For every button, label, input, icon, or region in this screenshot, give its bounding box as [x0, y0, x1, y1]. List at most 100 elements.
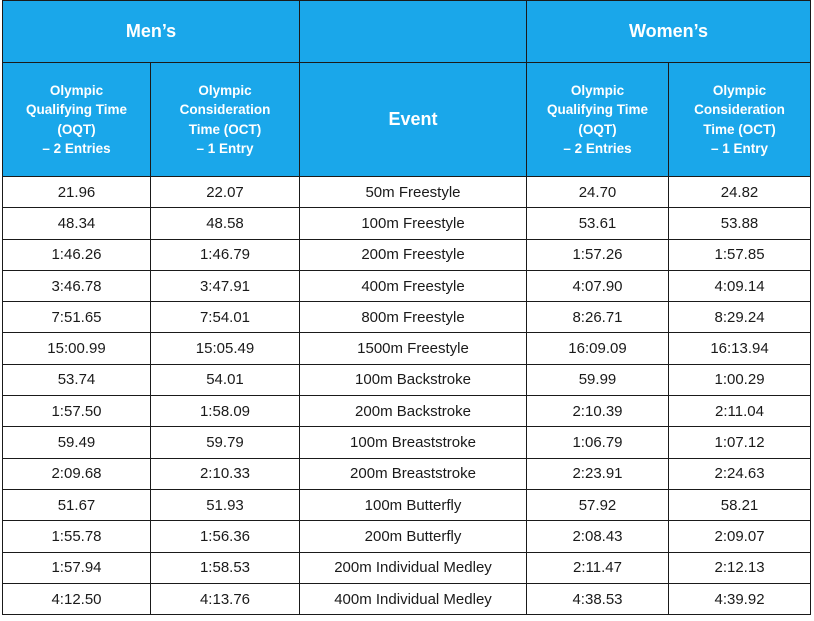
womens-oqt-cell: 2:08.43: [526, 520, 669, 553]
mens-oct-cell: 3:47.91: [150, 269, 300, 303]
table-row: 7:51.65 7:54.01 800m Freestyle 8:26.71 8:29.…: [2, 301, 812, 334]
header-line: Olympic: [49, 82, 104, 98]
mens-oqt-cell: 1:55.78: [2, 520, 151, 553]
header-line: (OQT): [578, 121, 617, 137]
event-cell: 100m Breaststroke: [299, 426, 527, 459]
womens-header: Women’s: [525, 0, 812, 63]
header-line: Qualifying Time: [546, 102, 649, 117]
womens-oct-cell: 24.82: [667, 175, 812, 209]
event-cell: 200m Backstroke: [299, 395, 527, 428]
header-line: Olympic: [198, 82, 252, 98]
womens-oct-cell: 4:09.14: [667, 269, 812, 303]
table-row: 59.49 59.79 100m Breaststroke 1:06.79 1:07.1…: [2, 426, 812, 459]
header-line: – 1 Entry: [196, 141, 254, 156]
event-cell: 400m Individual Medley: [299, 582, 527, 616]
event-cell: 100m Freestyle: [299, 207, 527, 240]
womens-oct-cell: 1:57.85: [667, 238, 812, 271]
event-cell: 400m Freestyle: [299, 269, 527, 303]
womens-oqt-cell: 59.99: [526, 363, 669, 397]
table-body: 21.96 22.07 50m Freestyle 24.70 24.82 48.34 48…: [2, 175, 812, 616]
mens-oct-cell: 15:05.49: [150, 332, 300, 365]
womens-oqt-cell: 24.70: [526, 175, 669, 209]
womens-oqt-cell: 16:09.09: [526, 332, 669, 365]
mens-oqt-cell: 1:46.26: [2, 238, 151, 271]
mens-oqt-cell: 48.34: [2, 207, 151, 240]
mens-oct-cell: 1:56.36: [150, 520, 300, 553]
event-group-spacer: [299, 0, 527, 63]
table-row: 1:55.78 1:56.36 200m Butterfly 2:08.43 2:09.…: [2, 520, 812, 553]
mens-oct-cell: 48.58: [150, 207, 300, 240]
event-cell: 200m Butterfly: [299, 520, 527, 553]
womens-oct-cell: 2:12.13: [667, 551, 812, 584]
mens-oct-cell: 1:46.79: [150, 238, 300, 271]
header-line: – 2 Entries: [563, 141, 632, 156]
col-header-event: Event: [299, 62, 527, 177]
womens-oqt-cell: 8:26.71: [526, 301, 669, 334]
mens-oqt-cell: 4:12.50: [2, 582, 151, 616]
womens-oqt-cell: 2:11.47: [526, 551, 669, 584]
table-row: 4:12.50 4:13.76 400m Individual Medley 4:38…: [2, 582, 812, 616]
table-row: 2:09.68 2:10.33 200m Breaststroke 2:23.91 2:…: [2, 457, 812, 490]
womens-oqt-cell: 57.92: [526, 488, 669, 522]
header-line: Consideration: [179, 102, 271, 117]
header-line: (OQT): [57, 121, 96, 137]
header-line: Olympic: [570, 82, 625, 98]
mens-oct-cell: 59.79: [150, 426, 300, 459]
mens-oct-cell: 2:10.33: [150, 457, 300, 490]
event-cell: 200m Freestyle: [299, 238, 527, 271]
table-row: 21.96 22.07 50m Freestyle 24.70 24.82: [2, 175, 812, 209]
col-header-womens-oct: Olympic Consideration Time (OCT) – 1 Ent…: [667, 62, 812, 177]
header-line: Event: [388, 108, 438, 129]
womens-oct-cell: 8:29.24: [667, 301, 812, 334]
table-row: 3:46.78 3:47.91 400m Freestyle 4:07.90 4:09.…: [2, 269, 812, 303]
event-cell: 800m Freestyle: [299, 301, 527, 334]
womens-oqt-cell: 2:23.91: [526, 457, 669, 490]
table-row: 53.74 54.01 100m Backstroke 59.99 1:00.29: [2, 363, 812, 397]
mens-oct-cell: 4:13.76: [150, 582, 300, 616]
mens-header: Men’s: [2, 0, 300, 63]
mens-oqt-cell: 1:57.50: [2, 395, 151, 428]
mens-oqt-cell: 1:57.94: [2, 551, 151, 584]
mens-oqt-cell: 7:51.65: [2, 301, 151, 334]
mens-oct-cell: 54.01: [150, 363, 300, 397]
table-row: 15:00.99 15:05.49 1500m Freestyle 16:09.09 1…: [2, 332, 812, 365]
mens-oqt-cell: 59.49: [2, 426, 151, 459]
header-line: – 1 Entry: [710, 141, 769, 156]
header-line: Consideration: [694, 102, 785, 117]
table-row: 1:46.26 1:46.79 200m Freestyle 1:57.26 1:57.…: [2, 238, 812, 271]
mens-oqt-cell: 15:00.99: [2, 332, 151, 365]
mens-oct-cell: 1:58.09: [150, 395, 300, 428]
event-cell: 100m Butterfly: [299, 488, 527, 522]
table-row: 51.67 51.93 100m Butterfly 57.92 58.21: [2, 488, 812, 522]
table-row: 1:57.94 1:58.53 200m Individual Medley 2:11…: [2, 551, 812, 584]
table-header: Men’s Women’s Olympic Qualifying Time (O…: [2, 0, 812, 177]
header-line: – 2 Entries: [42, 141, 111, 156]
event-cell: 100m Backstroke: [299, 363, 527, 397]
event-cell: 1500m Freestyle: [299, 332, 527, 365]
mens-oqt-cell: 2:09.68: [2, 457, 151, 490]
womens-oct-cell: 4:39.92: [667, 582, 812, 616]
event-cell: 200m Individual Medley: [299, 551, 527, 584]
womens-oqt-cell: 1:06.79: [526, 426, 669, 459]
col-header-mens-oqt: Olympic Qualifying Time (OQT) – 2 Entrie…: [2, 62, 151, 177]
womens-oct-cell: 1:00.29: [667, 363, 812, 397]
col-header-mens-oct: Olympic Consideration Time (OCT) – 1 Ent…: [150, 62, 300, 177]
womens-oct-cell: 2:24.63: [667, 457, 812, 490]
womens-oct-cell: 16:13.94: [667, 332, 812, 365]
mens-oqt-cell: 21.96: [2, 175, 151, 209]
womens-oqt-cell: 4:38.53: [526, 582, 669, 616]
womens-oqt-cell: 1:57.26: [526, 238, 669, 271]
womens-oqt-cell: 53.61: [526, 207, 669, 240]
mens-oct-cell: 1:58.53: [150, 551, 300, 584]
header-line: Qualifying Time: [25, 102, 128, 117]
womens-oct-cell: 53.88: [667, 207, 812, 240]
womens-oqt-cell: 4:07.90: [526, 269, 669, 303]
event-cell: 200m Breaststroke: [299, 457, 527, 490]
womens-oct-cell: 58.21: [667, 488, 812, 522]
header-line: Time (OCT): [703, 121, 776, 137]
mens-oct-cell: 22.07: [150, 175, 300, 209]
table-row: 48.34 48.58 100m Freestyle 53.61 53.88: [2, 207, 812, 240]
col-header-womens-oqt: Olympic Qualifying Time (OQT) – 2 Entrie…: [526, 62, 669, 177]
womens-oct-cell: 2:09.07: [667, 520, 812, 553]
